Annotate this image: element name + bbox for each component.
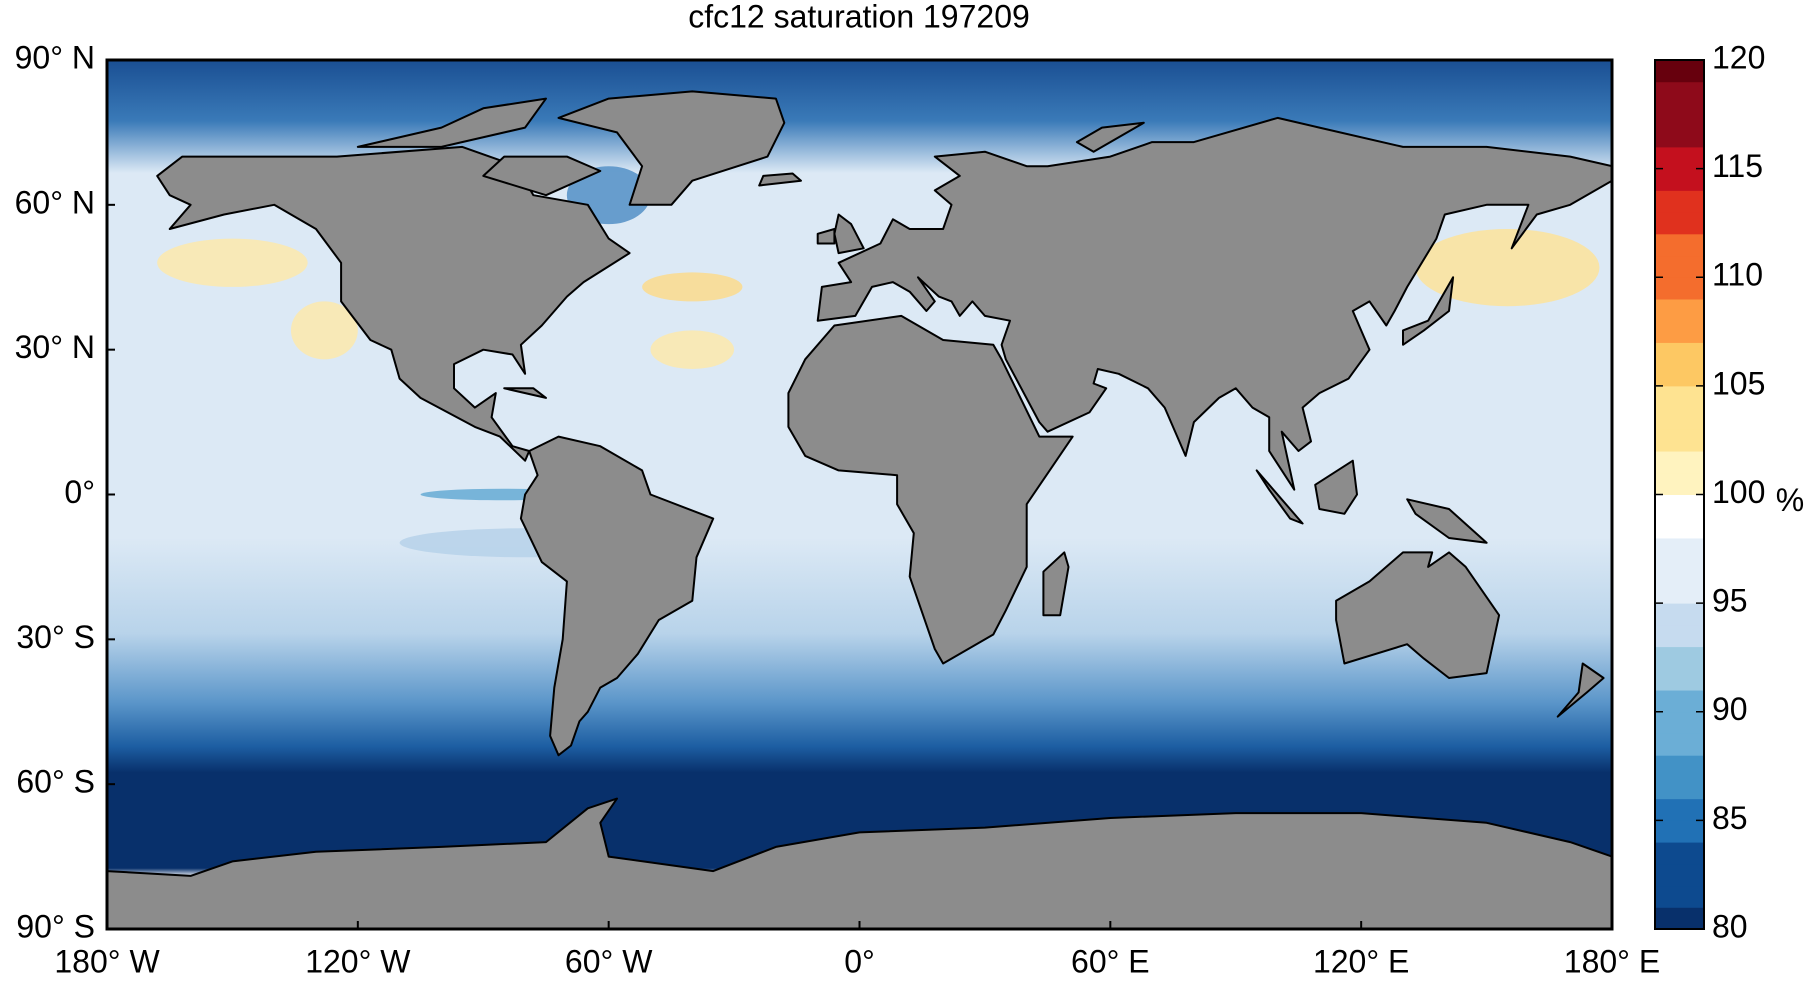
colorbar-step — [1655, 603, 1704, 626]
colorbar-step — [1655, 690, 1704, 713]
lat-tick-label: 60° S — [16, 764, 95, 800]
colorbar-step — [1655, 385, 1704, 409]
landmass — [1075, 121, 1145, 153]
colorbar-step — [1655, 168, 1704, 191]
colorbar-step — [1655, 451, 1704, 474]
colorbar-step — [1655, 668, 1704, 691]
lon-tick-label: 180° E — [1564, 943, 1660, 979]
landmass — [482, 155, 602, 197]
colorbar-step — [1655, 342, 1704, 365]
colorbar-tick-label: 110 — [1712, 257, 1763, 293]
colorbar-step — [1655, 429, 1704, 452]
colorbar-step — [1655, 125, 1704, 148]
lon-tick-label: 60° W — [565, 943, 653, 979]
colorbar-step — [1655, 81, 1704, 104]
colorbar-step — [1655, 212, 1704, 235]
saturation-patch — [290, 301, 358, 360]
lat-tick-label: 30° S — [16, 619, 95, 655]
colorbar-step — [1655, 798, 1704, 821]
colorbar-step — [1655, 537, 1704, 561]
colorbar-tick-label: 120 — [1712, 39, 1765, 75]
saturation-patch — [157, 238, 308, 287]
colorbar-step — [1655, 494, 1704, 517]
landmass — [356, 97, 547, 148]
colorbar-step — [1655, 60, 1704, 83]
colorbar-step — [1655, 320, 1704, 343]
saturation-patch — [650, 330, 735, 369]
saturation-patch — [1415, 228, 1600, 307]
colorbar-label: % — [1776, 482, 1804, 518]
saturation-patch — [642, 272, 743, 302]
colorbar-step — [1655, 581, 1704, 604]
lon-tick-label: 0° — [844, 943, 875, 979]
landmass — [787, 314, 1074, 665]
colorbar-step — [1655, 885, 1704, 908]
landmass — [1314, 459, 1358, 515]
landmass — [1406, 498, 1488, 544]
colorbar-step — [1655, 516, 1704, 539]
colorbar-step — [1655, 733, 1704, 756]
landmass — [107, 797, 1612, 929]
colorbar-step — [1655, 624, 1704, 648]
colorbar-step — [1655, 863, 1704, 887]
colorbar-tick-label: 105 — [1712, 365, 1765, 401]
landmass — [816, 116, 1612, 491]
landmass — [156, 145, 631, 462]
colorbar-step — [1655, 646, 1704, 669]
colorbar-step — [1655, 190, 1704, 213]
lon-tick-label: 60° E — [1071, 943, 1150, 979]
landmass — [816, 228, 836, 245]
landmass — [1556, 662, 1605, 718]
lat-tick-label: 90° S — [16, 908, 95, 944]
colorbar-tick-label: 85 — [1712, 800, 1748, 836]
colorbar-tick-label: 80 — [1712, 908, 1748, 944]
colorbar-step — [1655, 472, 1704, 495]
colorbar-step — [1655, 146, 1704, 170]
colorbar-step — [1655, 820, 1704, 843]
lat-tick-label: 90° N — [15, 39, 95, 75]
colorbar-step — [1655, 407, 1704, 430]
landmass — [1335, 551, 1501, 679]
lat-tick-label: 60° N — [15, 184, 95, 220]
landmass — [1402, 276, 1455, 346]
colorbar-step — [1655, 298, 1704, 322]
landmass — [1042, 551, 1070, 617]
colorbar-step — [1655, 711, 1704, 734]
lon-tick-label: 120° W — [305, 943, 411, 979]
landmass — [519, 435, 715, 757]
landmass — [1255, 469, 1304, 525]
lon-tick-label: 180° W — [54, 943, 160, 979]
map-area — [107, 60, 1612, 929]
colorbar-tick-label: 95 — [1712, 583, 1748, 619]
colorbar-tick-label: 115 — [1712, 148, 1763, 184]
colorbar-step — [1655, 103, 1704, 126]
colorbar-step — [1655, 255, 1704, 278]
landmass — [503, 387, 547, 399]
colorbar-step — [1655, 776, 1704, 800]
lon-tick-label: 120° E — [1313, 943, 1409, 979]
colorbar-step — [1655, 559, 1704, 582]
colorbar-tick-label: 90 — [1712, 691, 1748, 727]
lat-tick-label: 0° — [64, 474, 95, 510]
colorbar-tick-label: 100 — [1712, 474, 1765, 510]
colorbar-step — [1655, 233, 1704, 257]
colorbar-step — [1655, 842, 1704, 865]
map-title: cfc12 saturation 197209 — [688, 0, 1030, 34]
colorbar-step — [1655, 364, 1704, 387]
colorbar-step — [1655, 907, 1704, 930]
colorbar-step — [1655, 755, 1704, 778]
lat-tick-label: 30° N — [15, 329, 95, 365]
colorbar-step — [1655, 277, 1704, 300]
landmass — [557, 90, 786, 206]
landmass — [758, 172, 802, 187]
